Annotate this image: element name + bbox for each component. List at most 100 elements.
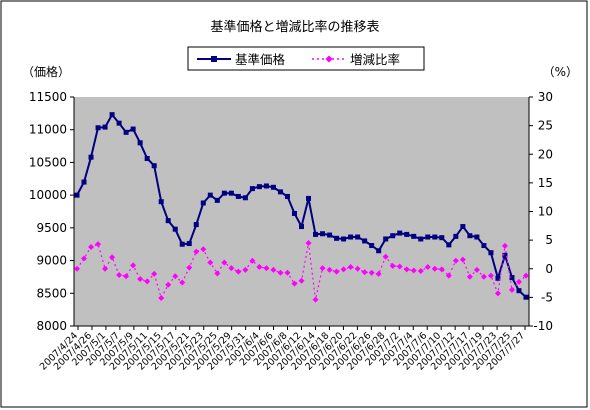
rate-point [389,262,396,269]
rate-point [298,277,305,284]
price-point [348,234,354,240]
rate-point [305,239,312,246]
price-point [200,200,206,206]
rate-point [81,255,88,262]
price-point [467,233,473,239]
rate-point [368,269,375,276]
rate-point [361,269,368,276]
left-tick-label: 11500 [29,90,67,104]
rate-point [494,290,501,297]
right-tick-label: 5 [545,233,553,247]
right-axis-unit: （%） [543,65,578,79]
price-point [256,184,262,190]
price-point [291,210,297,216]
rate-point [375,270,382,277]
price-point [341,236,347,242]
price-point [439,235,445,241]
legend-box [187,46,425,71]
price-point [453,233,459,239]
right-tick-label: -10 [533,319,553,333]
right-tick-label: 15 [538,176,553,190]
price-point [404,231,410,237]
left-tick-label: 10000 [29,188,67,202]
price-point [376,248,382,254]
price-point [383,236,389,242]
price-point [263,183,269,189]
price-point [151,163,157,169]
price-point [88,154,94,160]
rate-point [277,269,284,276]
rate-point [186,264,193,271]
rate-point [333,268,340,275]
rate-point [501,242,508,249]
chart-title: 基準価格と増減比率の推移表 [210,19,379,35]
rate-point [221,259,228,266]
rate-point [95,241,102,248]
price-point [306,195,312,201]
price-point [130,126,136,132]
axes-layer: 8000 8500 9000 9500 10000 10500 11000 11500 -10 -… [29,90,553,373]
rate-point [354,265,361,272]
rate-point [116,272,123,279]
price-point [362,238,368,244]
price-point [355,234,361,240]
price-point [432,234,438,240]
price-point [390,233,396,239]
price-point [109,112,115,118]
rate-point [249,257,256,264]
price-point [144,156,150,162]
price-point [165,218,171,224]
rate-point [417,268,424,275]
rate-point [312,296,319,303]
price-point [334,235,340,241]
rate-point [403,266,410,273]
legend-marker-price [211,56,217,62]
rate-point [326,266,333,273]
rate-point [165,281,172,288]
price-point [299,224,304,230]
price-point [249,186,255,192]
rate-point [424,264,431,271]
left-tick-label: 9500 [36,221,67,235]
price-point [81,179,87,185]
legend: 基準価格 増減比率 [187,46,425,71]
right-tick-label: -5 [541,290,553,304]
price-point [320,231,326,237]
rate-point [256,264,263,271]
rate-point [109,254,116,261]
price-point [481,243,487,249]
price-point [179,241,185,247]
price-point [397,230,403,236]
rate-point [487,272,494,279]
rate-point [382,253,389,260]
rate-point [523,272,529,279]
rate-point [340,266,347,273]
rate-point [431,265,438,272]
rate-point [284,269,291,276]
left-tick-label: 9000 [36,254,67,268]
price-point [123,129,129,135]
right-tick-label: 10 [538,205,553,219]
price-point [172,226,178,232]
rate-point [410,267,417,274]
price-point [102,124,108,130]
legend-label-price: 基準価格 [235,52,286,67]
price-point [523,294,529,300]
price-point [214,197,220,203]
price-point [474,234,480,240]
rate-point [158,294,165,301]
price-point [270,184,276,190]
left-tick-label: 11000 [29,123,67,137]
rate-point [74,265,80,272]
price-point [95,125,101,131]
rate-point [151,270,158,277]
right-tick-label: 20 [538,147,553,161]
rate-point [235,268,242,275]
rate-point [207,259,214,266]
rate-point [193,248,200,255]
price-point [74,192,80,198]
price-point [137,140,143,146]
price-point [411,233,417,239]
price-point [207,192,213,198]
